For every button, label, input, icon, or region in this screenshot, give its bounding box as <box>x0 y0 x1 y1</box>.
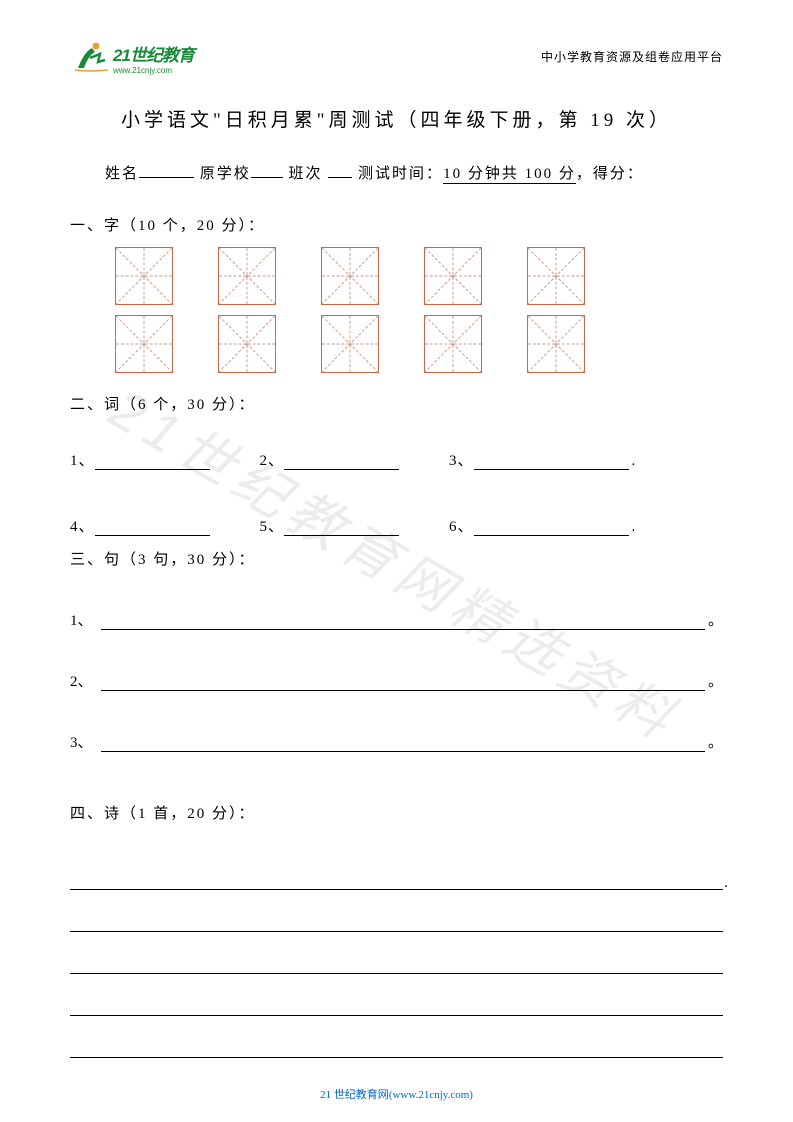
sentence-row-1: 1、 。 <box>70 609 723 630</box>
char-box[interactable] <box>115 247 173 305</box>
char-box[interactable] <box>527 247 585 305</box>
period: . <box>724 875 728 892</box>
page-footer: 21 世纪教育网(www.21cnjy.com) <box>0 1086 793 1102</box>
char-box[interactable] <box>218 247 276 305</box>
school-label: 原学校 <box>200 166 251 182</box>
section4-header: 四、诗（1 首，20 分）： <box>70 802 723 823</box>
sentence-row-3: 3、 。 <box>70 731 723 752</box>
header-platform-text: 中小学教育资源及组卷应用平台 <box>541 48 723 65</box>
word-blank[interactable] <box>284 518 399 536</box>
char-box[interactable] <box>527 315 585 373</box>
word-num: 3、 <box>449 449 474 470</box>
word-item-5: 5、 <box>260 515 400 536</box>
period: . <box>632 519 637 536</box>
sentence-row-2: 2、 。 <box>70 670 723 691</box>
test-time-label: 测试时间： <box>358 166 443 182</box>
poem-line[interactable] <box>70 932 723 974</box>
word-item-3: 3、. <box>449 449 636 470</box>
char-box[interactable] <box>424 247 482 305</box>
word-item-6: 6、. <box>449 515 636 536</box>
section2-header: 二、词（6 个，30 分）： <box>70 393 723 414</box>
period: . <box>632 453 637 470</box>
sentence-num: 1、 <box>70 609 93 630</box>
char-box[interactable] <box>321 315 379 373</box>
logo-text-main: 21世纪教育 <box>113 41 194 66</box>
word-item-2: 2、 <box>260 449 400 470</box>
sentence-blank[interactable] <box>101 612 705 630</box>
footer-site-name[interactable]: 21 世纪教育网 <box>320 1089 389 1101</box>
word-num: 5、 <box>260 515 285 536</box>
page-header: 21世纪教育 www.21cnjy.com 中小学教育资源及组卷应用平台 <box>70 40 723 75</box>
poem-line[interactable] <box>70 1016 723 1058</box>
logo-text-sub: www.21cnjy.com <box>113 66 194 75</box>
word-blank[interactable] <box>95 518 210 536</box>
footer-url[interactable]: (www.21cnjy.com) <box>389 1089 473 1101</box>
char-row-2 <box>115 315 723 373</box>
poem-line[interactable] <box>70 974 723 1016</box>
char-box[interactable] <box>424 315 482 373</box>
name-label: 姓名 <box>105 166 139 182</box>
sentence-blank[interactable] <box>101 734 705 752</box>
test-title: 小学语文"日积月累"周测试（四年级下册，第 19 次） <box>70 105 723 132</box>
word-num: 2、 <box>260 449 285 470</box>
student-info-row: 姓名 原学校 班次 测试时间：10 分钟共 100 分，得分： <box>105 162 723 184</box>
class-label: 班次 <box>289 166 323 182</box>
word-row-1: 1、 2、 3、. <box>70 449 723 470</box>
word-num: 4、 <box>70 515 95 536</box>
char-box[interactable] <box>115 315 173 373</box>
char-row-1 <box>115 247 723 305</box>
poem-line[interactable] <box>70 890 723 932</box>
sentence-num: 2、 <box>70 670 93 691</box>
section1-header: 一、字（10 个，20 分）： <box>70 214 723 235</box>
period: 。 <box>708 670 723 691</box>
char-boxes-container <box>115 247 723 373</box>
word-num: 6、 <box>449 515 474 536</box>
word-blank[interactable] <box>474 518 629 536</box>
word-blank[interactable] <box>284 452 399 470</box>
word-row-2: 4、 5、 6、. <box>70 515 723 536</box>
word-blank[interactable] <box>474 452 629 470</box>
word-item-1: 1、 <box>70 449 210 470</box>
char-box[interactable] <box>321 247 379 305</box>
word-blank[interactable] <box>95 452 210 470</box>
period: 。 <box>708 609 723 630</box>
logo: 21世纪教育 www.21cnjy.com <box>70 40 194 75</box>
period: 。 <box>708 731 723 752</box>
section3-header: 三、句（3 句，30 分）： <box>70 548 723 569</box>
school-blank[interactable] <box>251 177 283 178</box>
test-time-value: 10 分钟共 100 分 <box>443 162 576 184</box>
word-item-4: 4、 <box>70 515 210 536</box>
sentence-num: 3、 <box>70 731 93 752</box>
logo-icon <box>70 40 110 75</box>
page-content: 21世纪教育 www.21cnjy.com 中小学教育资源及组卷应用平台 小学语… <box>70 40 723 1058</box>
word-num: 1、 <box>70 449 95 470</box>
char-box[interactable] <box>218 315 276 373</box>
score-label: ，得分： <box>576 166 644 182</box>
poem-line[interactable]: . <box>70 848 723 890</box>
name-blank[interactable] <box>139 177 194 178</box>
sentence-blank[interactable] <box>101 673 705 691</box>
logo-text-wrap: 21世纪教育 www.21cnjy.com <box>113 41 194 75</box>
class-blank[interactable] <box>328 177 352 178</box>
